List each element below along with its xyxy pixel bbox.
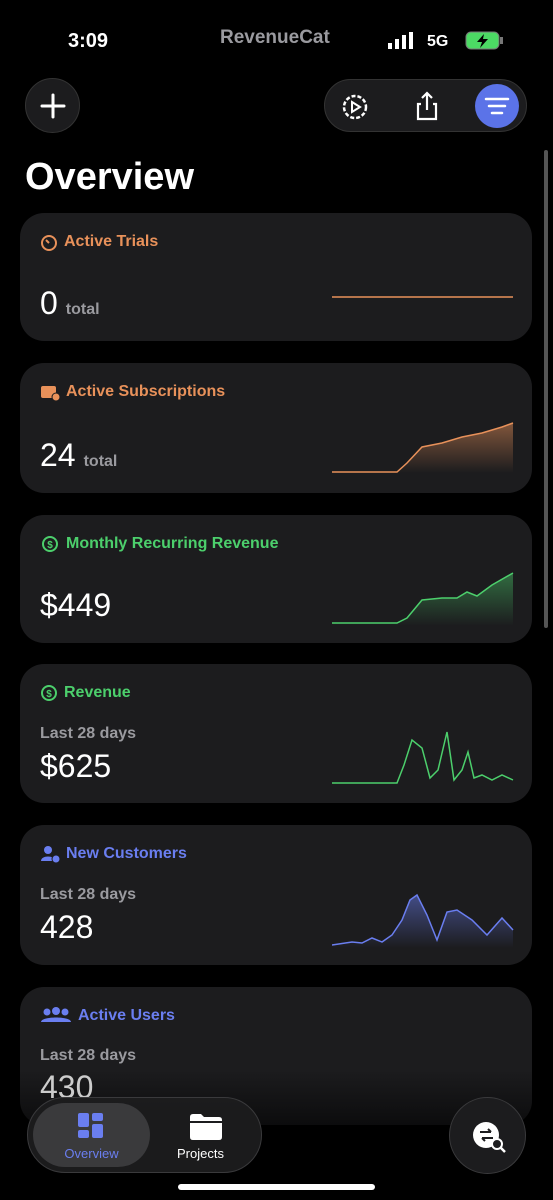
value: 0	[40, 285, 58, 321]
search-button[interactable]	[449, 1097, 526, 1174]
card[interactable]: $ Revenue Last 28 days $625	[20, 664, 532, 803]
add-button[interactable]	[25, 78, 80, 133]
tab-label: Projects	[177, 1146, 224, 1161]
sparkline	[332, 422, 514, 473]
app-name: RevenueCat	[220, 27, 330, 48]
card-title-text: Active Users	[78, 1007, 175, 1024]
home-indicator	[178, 1184, 375, 1190]
value: 24	[40, 437, 76, 473]
unit: total	[65, 301, 100, 318]
card-title: New Customers	[40, 845, 187, 863]
card-title-text: New Customers	[66, 845, 187, 862]
battery	[465, 31, 503, 50]
signal	[388, 32, 413, 49]
tab-active[interactable]: Overview	[33, 1103, 150, 1167]
card-value: 428	[40, 909, 94, 945]
card[interactable]: Active Subscriptions 24 total	[20, 363, 532, 493]
sparkline	[332, 296, 513, 298]
card-value: $625	[40, 748, 112, 784]
card[interactable]: $ Monthly Recurring Revenue $449	[20, 515, 532, 643]
card-value: 0 total	[40, 285, 100, 322]
time: 3:09	[68, 30, 109, 52]
card[interactable]: Active Trials 0 total	[20, 213, 532, 341]
page-title: Overview	[25, 156, 194, 198]
card-subtitle: Last 28 days	[40, 1047, 137, 1064]
card-title: $ Revenue	[40, 684, 131, 702]
tab-label: Overview	[64, 1146, 119, 1161]
card-value: $449	[40, 587, 111, 624]
card-title: $ Monthly Recurring Revenue	[40, 535, 278, 553]
value: $449	[40, 587, 112, 623]
card-subtitle: Last 28 days	[40, 725, 137, 742]
share-button[interactable]	[411, 90, 443, 122]
sparkline	[332, 731, 514, 784]
sparkline	[332, 893, 514, 948]
card-title-text: Active Subscriptions	[66, 383, 226, 400]
sparkline	[332, 572, 514, 626]
scrollbar	[544, 150, 548, 628]
card-title: Active Trials	[40, 233, 158, 251]
card[interactable]: New Customers Last 28 days 428	[20, 825, 532, 965]
filter-button[interactable]	[475, 84, 519, 128]
toolbar	[324, 79, 527, 132]
card-title-text: Revenue	[64, 684, 131, 701]
svg-text:$: $	[47, 540, 53, 551]
unit: total	[83, 453, 118, 470]
tab[interactable]: Projects	[153, 1103, 258, 1167]
tab-bar: Overview Projects	[27, 1097, 262, 1173]
svg-text:$: $	[46, 689, 52, 700]
card-title-text: Monthly Recurring Revenue	[66, 535, 279, 552]
card-value: 24 total	[40, 437, 117, 474]
card-title: Active Subscriptions	[40, 383, 225, 401]
card-title: Active Users	[40, 1007, 175, 1025]
card-title-text: Active Trials	[64, 233, 159, 250]
card-subtitle: Last 28 days	[40, 886, 137, 903]
network: 5G	[427, 33, 449, 50]
settings-button[interactable]	[339, 91, 371, 123]
